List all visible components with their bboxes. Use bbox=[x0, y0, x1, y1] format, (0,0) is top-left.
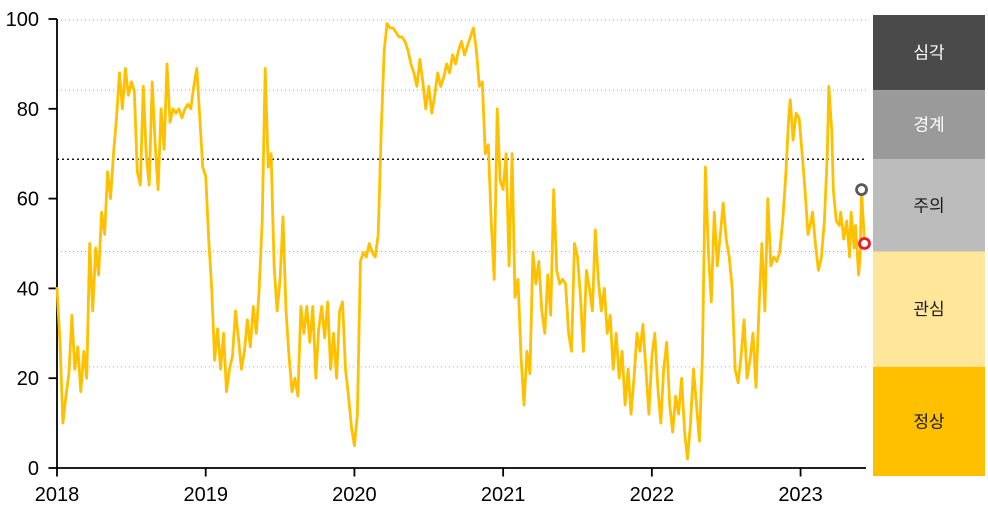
y-tick-label: 20 bbox=[17, 368, 39, 390]
risk-index-series-line bbox=[55, 22, 866, 461]
y-tick-label: 60 bbox=[17, 189, 39, 211]
x-tick-label: 2020 bbox=[332, 484, 377, 506]
legend-band-label: 심각 bbox=[913, 44, 945, 63]
legend-band-심각 bbox=[873, 15, 985, 91]
legend-band-주의 bbox=[873, 159, 985, 252]
x-tick-label: 2022 bbox=[630, 484, 675, 506]
x-tick-label: 2019 bbox=[183, 484, 228, 506]
legend-band-label: 주의 bbox=[913, 196, 944, 215]
previous-point-marker bbox=[855, 183, 868, 197]
legend-band-정상 bbox=[873, 366, 985, 476]
x-tick-label: 2018 bbox=[35, 484, 80, 506]
y-tick-label: 0 bbox=[28, 458, 39, 480]
legend-band-관심 bbox=[873, 251, 985, 367]
y-tick-label: 100 bbox=[6, 9, 39, 31]
legend-band-label: 관심 bbox=[913, 300, 944, 319]
x-tick-label: 2021 bbox=[481, 484, 526, 506]
legend-band-경계 bbox=[873, 90, 985, 160]
latest-point-marker bbox=[858, 237, 871, 250]
x-tick-label: 2023 bbox=[778, 484, 823, 506]
y-tick-label: 40 bbox=[17, 278, 39, 300]
legend-band-label: 정상 bbox=[913, 412, 945, 431]
gridlines-group bbox=[57, 19, 866, 368]
legend-band-label: 경계 bbox=[913, 116, 944, 135]
y-tick-label: 80 bbox=[17, 99, 39, 121]
axes-group: 0 20 40 60 80 100 2018 2019 2020 2021 2022 2023 bbox=[6, 9, 866, 506]
